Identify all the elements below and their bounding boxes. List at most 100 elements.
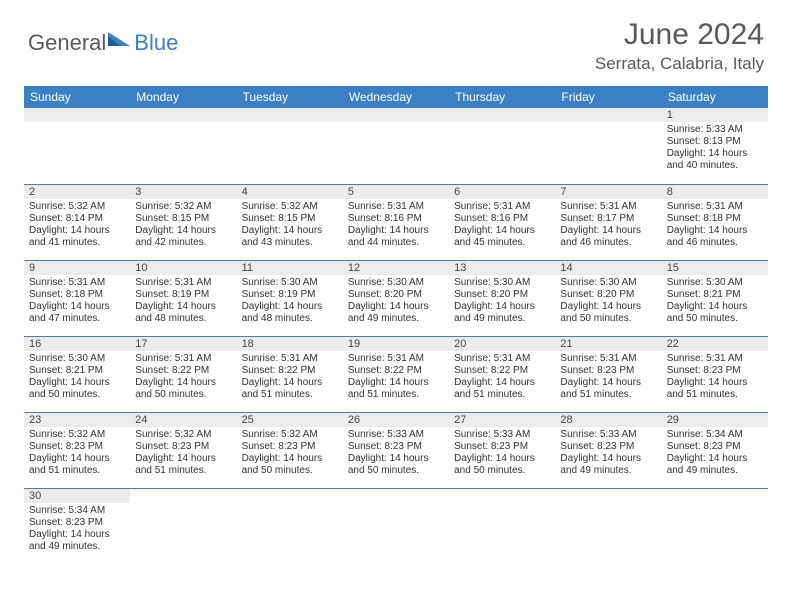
day-sr: Sunrise: 5:31 AM	[560, 201, 656, 213]
day-data: Sunrise: 5:34 AMSunset: 8:23 PMDaylight:…	[662, 427, 768, 480]
day-ss: Sunset: 8:18 PM	[29, 289, 125, 301]
day-d2: and 51 minutes.	[560, 389, 656, 401]
day-sr: Sunrise: 5:32 AM	[242, 429, 338, 441]
calendar-cell: 11Sunrise: 5:30 AMSunset: 8:19 PMDayligh…	[237, 260, 343, 336]
day-data: Sunrise: 5:34 AMSunset: 8:23 PMDaylight:…	[24, 503, 130, 556]
day-d2: and 50 minutes.	[348, 465, 444, 477]
day-ss: Sunset: 8:19 PM	[135, 289, 231, 301]
day-sr: Sunrise: 5:31 AM	[348, 201, 444, 213]
logo-text-2: Blue	[134, 30, 178, 56]
calendar-cell: 3Sunrise: 5:32 AMSunset: 8:15 PMDaylight…	[130, 184, 236, 260]
day-number: 30	[24, 489, 130, 503]
day-sr: Sunrise: 5:31 AM	[667, 353, 763, 365]
day-d2: and 47 minutes.	[29, 313, 125, 325]
day-ss: Sunset: 8:20 PM	[454, 289, 550, 301]
day-ss: Sunset: 8:23 PM	[29, 517, 125, 529]
day-ss: Sunset: 8:18 PM	[667, 213, 763, 225]
day-number: 11	[237, 261, 343, 275]
day-d1: Daylight: 14 hours	[667, 301, 763, 313]
day-number: 5	[343, 185, 449, 199]
dayname-sun: Sunday	[24, 86, 130, 108]
day-sr: Sunrise: 5:32 AM	[242, 201, 338, 213]
dayname-fri: Friday	[555, 86, 661, 108]
day-sr: Sunrise: 5:32 AM	[135, 429, 231, 441]
day-d2: and 50 minutes.	[454, 465, 550, 477]
calendar-cell: 20Sunrise: 5:31 AMSunset: 8:22 PMDayligh…	[449, 336, 555, 412]
calendar-cell	[343, 108, 449, 184]
day-ss: Sunset: 8:20 PM	[560, 289, 656, 301]
day-sr: Sunrise: 5:31 AM	[560, 353, 656, 365]
day-d2: and 48 minutes.	[242, 313, 338, 325]
calendar-cell: 9Sunrise: 5:31 AMSunset: 8:18 PMDaylight…	[24, 260, 130, 336]
day-number: 18	[237, 337, 343, 351]
day-d1: Daylight: 14 hours	[348, 377, 444, 389]
calendar-cell: 25Sunrise: 5:32 AMSunset: 8:23 PMDayligh…	[237, 412, 343, 488]
day-data: Sunrise: 5:30 AMSunset: 8:20 PMDaylight:…	[555, 275, 661, 328]
day-ss: Sunset: 8:14 PM	[29, 213, 125, 225]
calendar-cell: 2Sunrise: 5:32 AMSunset: 8:14 PMDaylight…	[24, 184, 130, 260]
day-number: 14	[555, 261, 661, 275]
calendar-cell: 13Sunrise: 5:30 AMSunset: 8:20 PMDayligh…	[449, 260, 555, 336]
day-d1: Daylight: 14 hours	[135, 301, 231, 313]
day-sr: Sunrise: 5:30 AM	[242, 277, 338, 289]
day-data: Sunrise: 5:31 AMSunset: 8:22 PMDaylight:…	[237, 351, 343, 404]
day-d1: Daylight: 14 hours	[29, 301, 125, 313]
day-d1: Daylight: 14 hours	[454, 453, 550, 465]
day-d2: and 43 minutes.	[242, 237, 338, 249]
day-number: 29	[662, 413, 768, 427]
calendar-cell: 21Sunrise: 5:31 AMSunset: 8:23 PMDayligh…	[555, 336, 661, 412]
dayname-tue: Tuesday	[237, 86, 343, 108]
day-d1: Daylight: 14 hours	[348, 301, 444, 313]
day-number: 12	[343, 261, 449, 275]
day-number: 2	[24, 185, 130, 199]
dayname-row: Sunday Monday Tuesday Wednesday Thursday…	[24, 86, 768, 108]
day-ss: Sunset: 8:23 PM	[135, 441, 231, 453]
day-number: 6	[449, 185, 555, 199]
empty-daynum	[130, 108, 236, 122]
calendar-cell: 26Sunrise: 5:33 AMSunset: 8:23 PMDayligh…	[343, 412, 449, 488]
calendar-cell: 18Sunrise: 5:31 AMSunset: 8:22 PMDayligh…	[237, 336, 343, 412]
day-number: 20	[449, 337, 555, 351]
day-sr: Sunrise: 5:31 AM	[135, 277, 231, 289]
day-data: Sunrise: 5:31 AMSunset: 8:16 PMDaylight:…	[449, 199, 555, 252]
day-d1: Daylight: 14 hours	[29, 377, 125, 389]
day-data: Sunrise: 5:31 AMSunset: 8:19 PMDaylight:…	[130, 275, 236, 328]
day-d2: and 51 minutes.	[667, 389, 763, 401]
day-d2: and 40 minutes.	[667, 160, 763, 172]
day-d1: Daylight: 14 hours	[560, 453, 656, 465]
day-ss: Sunset: 8:23 PM	[242, 441, 338, 453]
calendar-cell: 16Sunrise: 5:30 AMSunset: 8:21 PMDayligh…	[24, 336, 130, 412]
title-block: June 2024 Serrata, Calabria, Italy	[595, 18, 764, 74]
calendar-cell: 24Sunrise: 5:32 AMSunset: 8:23 PMDayligh…	[130, 412, 236, 488]
day-data: Sunrise: 5:32 AMSunset: 8:15 PMDaylight:…	[237, 199, 343, 252]
day-sr: Sunrise: 5:32 AM	[29, 201, 125, 213]
day-d2: and 44 minutes.	[348, 237, 444, 249]
day-ss: Sunset: 8:23 PM	[560, 365, 656, 377]
logo-text-1: General	[28, 30, 106, 56]
calendar-cell	[24, 108, 130, 184]
calendar-week-row: 23Sunrise: 5:32 AMSunset: 8:23 PMDayligh…	[24, 412, 768, 488]
day-d1: Daylight: 14 hours	[667, 453, 763, 465]
calendar-cell	[555, 488, 661, 564]
calendar-cell	[343, 488, 449, 564]
day-ss: Sunset: 8:17 PM	[560, 213, 656, 225]
day-d1: Daylight: 14 hours	[667, 377, 763, 389]
day-ss: Sunset: 8:22 PM	[348, 365, 444, 377]
empty-daynum	[555, 108, 661, 122]
day-sr: Sunrise: 5:30 AM	[29, 353, 125, 365]
day-d2: and 51 minutes.	[242, 389, 338, 401]
day-data: Sunrise: 5:31 AMSunset: 8:18 PMDaylight:…	[24, 275, 130, 328]
day-sr: Sunrise: 5:30 AM	[560, 277, 656, 289]
day-data: Sunrise: 5:32 AMSunset: 8:23 PMDaylight:…	[237, 427, 343, 480]
day-d2: and 49 minutes.	[667, 465, 763, 477]
day-ss: Sunset: 8:23 PM	[348, 441, 444, 453]
day-ss: Sunset: 8:21 PM	[29, 365, 125, 377]
day-data: Sunrise: 5:32 AMSunset: 8:23 PMDaylight:…	[24, 427, 130, 480]
calendar-cell: 19Sunrise: 5:31 AMSunset: 8:22 PMDayligh…	[343, 336, 449, 412]
day-d1: Daylight: 14 hours	[29, 453, 125, 465]
day-sr: Sunrise: 5:33 AM	[348, 429, 444, 441]
day-data: Sunrise: 5:30 AMSunset: 8:21 PMDaylight:…	[662, 275, 768, 328]
day-number: 27	[449, 413, 555, 427]
day-d2: and 50 minutes.	[29, 389, 125, 401]
day-sr: Sunrise: 5:32 AM	[29, 429, 125, 441]
